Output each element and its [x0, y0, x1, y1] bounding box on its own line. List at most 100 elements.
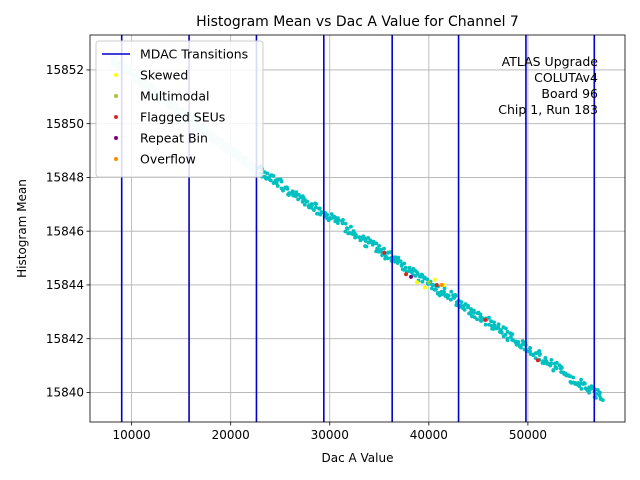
data-point [314, 202, 319, 206]
data-point [528, 346, 532, 350]
data-point [519, 345, 523, 350]
data-point [345, 226, 350, 231]
data-point [503, 332, 508, 337]
data-point [492, 320, 496, 325]
data-point [439, 292, 444, 297]
data-point [487, 315, 491, 320]
data-point [317, 206, 322, 211]
data-point [374, 241, 379, 246]
data-point [573, 381, 578, 385]
data-point [510, 332, 515, 336]
legend-entry-overflow: Overflow [114, 152, 196, 167]
x-tick-label: 40000 [410, 428, 448, 442]
annotation-line: COLUTAv4 [534, 70, 598, 85]
data-point [483, 322, 488, 327]
data-point [371, 239, 376, 244]
legend-label: Multimodal [140, 89, 209, 104]
data-point [265, 171, 270, 176]
y-axis-label: Histogram Mean [15, 179, 29, 278]
flagged-point [414, 280, 419, 285]
data-point [264, 176, 268, 181]
data-point [516, 340, 521, 344]
flagged-point [409, 274, 413, 279]
data-point [492, 323, 497, 328]
legend-marker-swatch [114, 136, 118, 140]
x-tick-label: 50000 [509, 428, 547, 442]
data-point [534, 351, 539, 355]
data-point [407, 266, 412, 270]
data-point [310, 203, 314, 208]
data-point [442, 289, 446, 294]
legend-label: Repeat Bin [140, 131, 208, 146]
data-point [579, 386, 584, 391]
data-point [505, 338, 510, 343]
flagged-point [404, 272, 409, 277]
data-point [471, 311, 476, 315]
data-point [453, 293, 458, 298]
data-point [442, 286, 447, 291]
flagged-point [434, 282, 439, 287]
data-point [587, 390, 591, 395]
data-point [296, 192, 301, 197]
data-point [596, 388, 600, 392]
x-axis-label: Dac A Value [322, 451, 394, 465]
y-tick-label: 15850 [46, 117, 84, 131]
data-point [538, 352, 542, 357]
data-point [271, 174, 276, 178]
data-point [448, 297, 453, 302]
y-tick-label: 15848 [46, 171, 84, 185]
data-point [432, 287, 437, 292]
x-axis-ticks: 10000 20000 30000 40000 50000 [113, 422, 547, 442]
data-point [594, 391, 599, 396]
data-point [554, 360, 559, 365]
legend-label: Skewed [140, 68, 188, 83]
data-point [579, 377, 583, 382]
data-point [349, 224, 353, 229]
y-axis-ticks: 15840 15842 15844 15846 15848 15850 15852 [46, 63, 90, 400]
data-point [290, 189, 295, 194]
data-point [496, 323, 501, 328]
data-point [335, 221, 340, 226]
data-point [366, 240, 371, 245]
data-point [446, 293, 451, 298]
y-tick-label: 15846 [46, 224, 84, 238]
data-point [499, 328, 503, 332]
legend-entry-skewed: Skewed [114, 68, 188, 83]
legend-marker-swatch [114, 73, 118, 77]
data-point [554, 366, 559, 371]
data-point [325, 212, 330, 217]
data-point [466, 303, 470, 308]
data-point [462, 307, 467, 312]
legend-entry-repeat-bin: Repeat Bin [114, 131, 208, 146]
data-point [343, 229, 348, 234]
legend-entry-mdac-transitions: MDAC Transitions [102, 47, 248, 62]
data-point [449, 289, 454, 294]
flagged-point [439, 282, 444, 287]
mdac-transition-lines [120, 35, 596, 422]
data-point [366, 235, 370, 240]
data-point [294, 192, 298, 197]
data-point [528, 349, 532, 354]
data-point [560, 365, 564, 370]
data-point [284, 185, 289, 190]
y-tick-label: 15840 [46, 386, 84, 400]
data-point [543, 355, 548, 360]
data-point [296, 197, 301, 202]
data-point [340, 221, 345, 226]
data-point [601, 398, 605, 403]
data-point [375, 246, 380, 251]
data-point [454, 303, 459, 308]
data-point [397, 259, 402, 263]
flagged-point [535, 358, 540, 363]
x-tick-label: 10000 [113, 428, 151, 442]
data-point [505, 329, 510, 334]
flagged-point [432, 277, 437, 282]
data-point [582, 381, 587, 386]
data-point [305, 199, 310, 204]
data-point [549, 361, 554, 366]
data-point [382, 246, 386, 251]
data-point [336, 218, 341, 223]
annotation-line: ATLAS Upgrade [502, 54, 599, 69]
y-tick-label: 15844 [46, 278, 84, 292]
legend-entry-multimodal: Multimodal [114, 89, 209, 104]
